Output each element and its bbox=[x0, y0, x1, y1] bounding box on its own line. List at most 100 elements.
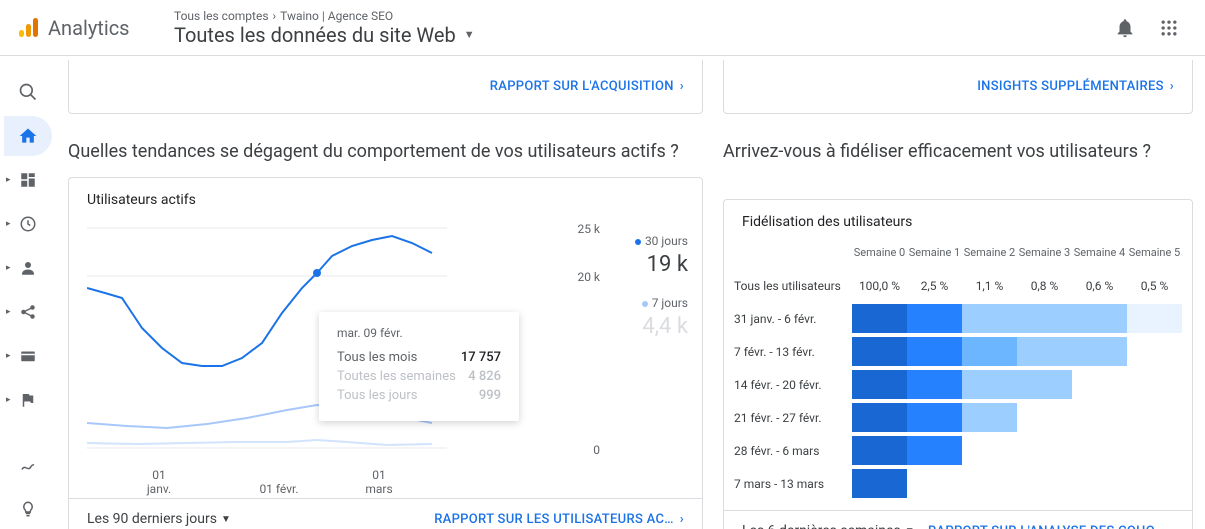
retention-cell[interactable] bbox=[1017, 304, 1072, 333]
x-tick: 01 janv. bbox=[139, 468, 179, 496]
sidebar-acquisition[interactable]: ▸ bbox=[4, 292, 52, 332]
retention-cell[interactable] bbox=[852, 403, 907, 432]
sidebar-realtime[interactable]: ▸ bbox=[4, 204, 52, 244]
insights-card-footer: INSIGHTS SUPPLÉMENTAIRES › bbox=[723, 60, 1193, 114]
sidebar-audience[interactable]: ▸ bbox=[4, 248, 52, 288]
home-icon bbox=[18, 126, 38, 146]
retention-pct: 100,0 % bbox=[852, 279, 907, 293]
card-footer: Les 90 derniers jours ▼ RAPPORT SUR LES … bbox=[69, 498, 702, 529]
week-header: Semaine 5 bbox=[1127, 246, 1182, 259]
sidebar-search[interactable] bbox=[4, 72, 52, 112]
card-icon bbox=[19, 347, 37, 365]
chevron-right-icon: ▸ bbox=[6, 395, 11, 405]
retention-cell[interactable] bbox=[907, 436, 962, 465]
chevron-right-icon: ▸ bbox=[6, 219, 11, 229]
sidebar-behavior[interactable]: ▸ bbox=[4, 336, 52, 376]
retention-cell[interactable] bbox=[907, 403, 962, 432]
retention-cell[interactable] bbox=[852, 469, 907, 498]
sidebar-conversions[interactable]: ▸ bbox=[4, 380, 52, 420]
period-selector[interactable]: Les 90 derniers jours ▼ bbox=[87, 511, 231, 527]
breadcrumb-item[interactable]: Tous les comptes bbox=[174, 9, 269, 23]
caret-down-icon: ▼ bbox=[221, 514, 231, 525]
retention-cell[interactable] bbox=[907, 337, 962, 366]
sidebar: ▸ ▸ ▸ ▸ ▸ ▸ bbox=[0, 56, 56, 529]
chevron-right-icon: ▸ bbox=[6, 307, 11, 317]
retention-header: Semaine 0Semaine 1Semaine 2Semaine 3Sema… bbox=[730, 240, 1186, 269]
retention-pct: 0,5 % bbox=[1127, 279, 1182, 293]
all-users-label: Tous les utilisateurs bbox=[730, 279, 852, 293]
header-actions bbox=[1113, 16, 1189, 40]
chevron-right-icon: › bbox=[1170, 79, 1174, 94]
retention-cell[interactable] bbox=[1127, 304, 1182, 333]
card-footer: Les 6 dernières semaines ▼ RAPPORT SUR L… bbox=[724, 510, 1192, 529]
sidebar-attribution[interactable] bbox=[4, 445, 52, 485]
tooltip-date: mar. 09 févr. bbox=[337, 326, 501, 340]
period-selector[interactable]: Les 6 dernières semaines ▼ bbox=[742, 523, 915, 529]
retention-cell[interactable] bbox=[907, 370, 962, 399]
chevron-right-icon: ▸ bbox=[6, 175, 11, 185]
retention-cell[interactable] bbox=[852, 370, 907, 399]
acquisition-report-link[interactable]: RAPPORT SUR L'ACQUISITION › bbox=[490, 79, 684, 94]
week-header: Semaine 3 bbox=[1017, 246, 1072, 259]
cohort-label: 7 févr. - 13 févr. bbox=[730, 345, 852, 359]
retention-all-row: Tous les utilisateurs 100,0 %2,5 %1,1 %0… bbox=[730, 269, 1186, 302]
week-header: Semaine 2 bbox=[962, 246, 1017, 259]
retention-cell[interactable] bbox=[852, 337, 907, 366]
view-selector[interactable]: Toutes les données du site Web ▼ bbox=[174, 23, 1113, 47]
section-question: Arrivez-vous à fidéliser efficacement vo… bbox=[723, 140, 1193, 163]
retention-cell[interactable] bbox=[962, 403, 1017, 432]
y-tick: 0 bbox=[593, 443, 600, 457]
retention-cell[interactable] bbox=[1017, 337, 1072, 366]
cohort-label: 21 févr. - 27 févr. bbox=[730, 411, 852, 425]
insights-link[interactable]: INSIGHTS SUPPLÉMENTAIRES › bbox=[977, 79, 1174, 94]
retention-pct: 0,6 % bbox=[1072, 279, 1127, 293]
retention-cell[interactable] bbox=[852, 436, 907, 465]
chevron-right-icon: › bbox=[1170, 524, 1174, 529]
logo-area[interactable]: Analytics bbox=[16, 16, 166, 40]
retention-cell[interactable] bbox=[852, 304, 907, 333]
retention-cell[interactable] bbox=[1072, 304, 1127, 333]
retention-row: 7 févr. - 13 févr. bbox=[730, 335, 1186, 368]
retention-row: 31 janv. - 6 févr. bbox=[730, 302, 1186, 335]
retention-cell[interactable] bbox=[962, 337, 1017, 366]
share-icon bbox=[19, 303, 37, 321]
chevron-right-icon: ▸ bbox=[6, 263, 11, 273]
legend-7d: 7 jours bbox=[642, 296, 688, 310]
retention-cell[interactable] bbox=[962, 370, 1017, 399]
retention-row: 7 mars - 13 mars bbox=[730, 467, 1186, 500]
retention-pct: 1,1 % bbox=[962, 279, 1017, 293]
retention-cell[interactable] bbox=[1017, 370, 1072, 399]
cohort-report-link[interactable]: RAPPORT SUR L'ANALYSE DES COHO… › bbox=[928, 524, 1174, 529]
retention-row: 28 févr. - 6 mars bbox=[730, 434, 1186, 467]
active-users-card: Utilisateurs actifs 25 k 20 k 0 30 jours… bbox=[68, 177, 703, 529]
chevron-right-icon: › bbox=[680, 79, 684, 94]
x-tick: 01 févr. bbox=[259, 482, 299, 496]
person-icon bbox=[19, 259, 37, 277]
retention-cell[interactable] bbox=[907, 304, 962, 333]
value-7d: 4,4 k bbox=[642, 314, 688, 339]
users-report-link[interactable]: RAPPORT SUR LES UTILISATEURS AC… › bbox=[434, 512, 684, 527]
section-question: Quelles tendances se dégagent du comport… bbox=[68, 140, 703, 163]
tooltip-row: Tous les jours999 bbox=[337, 388, 501, 403]
sidebar-discover[interactable] bbox=[4, 489, 52, 529]
retention-cell[interactable] bbox=[962, 304, 1017, 333]
retention-cell[interactable] bbox=[1072, 337, 1127, 366]
breadcrumb[interactable]: Tous les comptes › Twaino | Agence SEO bbox=[174, 9, 1113, 23]
logo-text: Analytics bbox=[48, 16, 130, 40]
sidebar-customization[interactable]: ▸ bbox=[4, 160, 52, 200]
week-header: Semaine 1 bbox=[907, 246, 962, 259]
main-content: Les 7 derniers jours RAPPORT SUR L'ACQUI… bbox=[56, 56, 1205, 529]
card-title: Fidélisation des utilisateurs bbox=[724, 200, 1192, 240]
card-title: Utilisateurs actifs bbox=[69, 178, 702, 218]
breadcrumb-item[interactable]: Twaino | Agence SEO bbox=[280, 9, 393, 23]
value-30d: 19 k bbox=[647, 252, 688, 277]
apps-grid-icon[interactable] bbox=[1157, 16, 1181, 40]
notifications-icon[interactable] bbox=[1113, 16, 1137, 40]
active-users-chart[interactable]: 25 k 20 k 0 30 jours 19 k 7 jours 4,4 k bbox=[69, 218, 702, 498]
retention-pct: 0,8 % bbox=[1017, 279, 1072, 293]
sidebar-home[interactable] bbox=[4, 116, 52, 156]
chevron-right-icon: › bbox=[273, 9, 277, 23]
chevron-right-icon: ▸ bbox=[6, 351, 11, 361]
tooltip-row: Tous les mois17 757 bbox=[337, 350, 501, 365]
chevron-right-icon: › bbox=[680, 512, 684, 527]
